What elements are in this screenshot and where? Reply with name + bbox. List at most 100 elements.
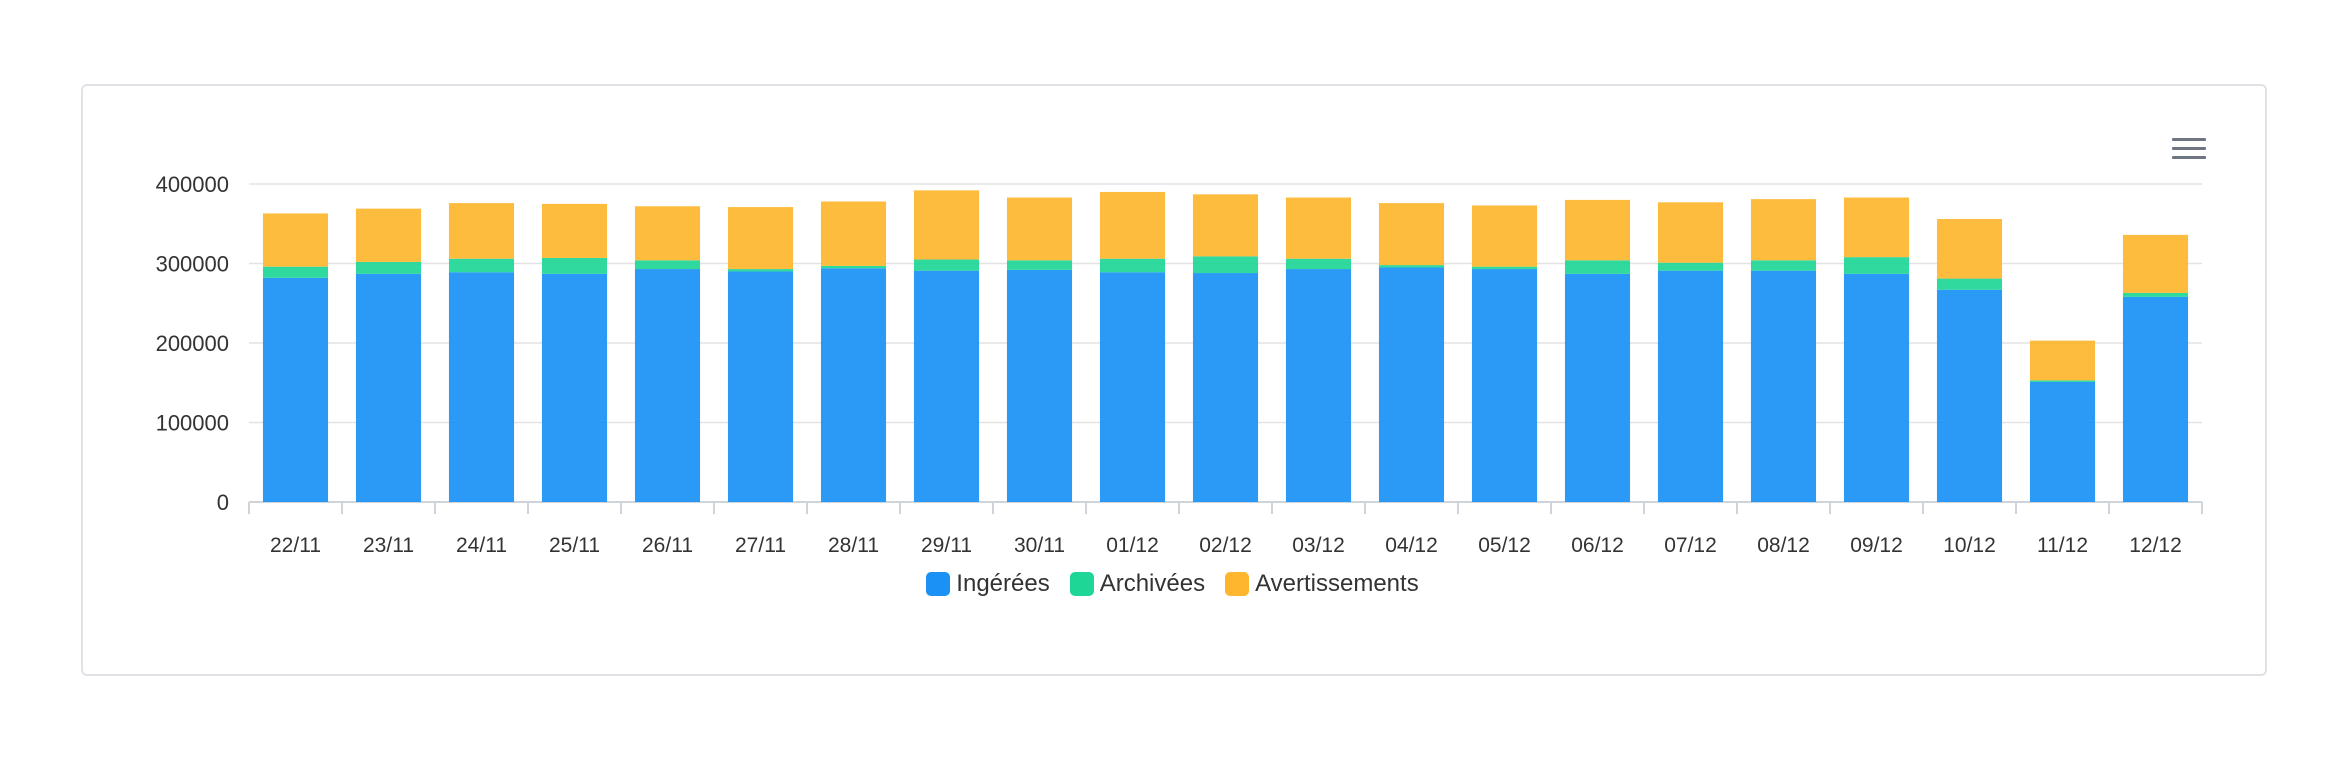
bar-ingerees [1471, 269, 1538, 502]
x-tick-label: 10/12 [1943, 534, 1996, 557]
bar-archivees [541, 257, 608, 274]
bar-archivees [1657, 262, 1724, 271]
bar-ingerees [634, 269, 701, 502]
x-tick-label: 01/12 [1106, 534, 1159, 557]
y-tick-label: 400000 [156, 172, 229, 197]
bar-avertissements [355, 208, 422, 262]
bar-archivees [1192, 256, 1259, 274]
bar-archivees [355, 261, 422, 274]
bar-avertissements [913, 190, 980, 260]
x-tick-label: 25/11 [549, 534, 600, 557]
x-tick-label: 03/12 [1292, 534, 1345, 557]
bar-ingerees [2029, 381, 2096, 502]
bar-archivees [913, 259, 980, 271]
bar-avertissements [448, 203, 515, 259]
bar-ingerees [1657, 270, 1724, 502]
bar-archivees [1378, 265, 1445, 268]
legend-swatch [926, 572, 951, 596]
bar-archivees [1006, 260, 1073, 270]
bar-ingerees [262, 277, 329, 502]
bar-avertissements [1285, 197, 1352, 259]
bar-ingerees [1192, 273, 1259, 502]
bar-archivees [820, 265, 887, 269]
x-tick-label: 11/12 [2037, 534, 2088, 557]
x-tick-label: 22/11 [270, 534, 321, 557]
x-tick-label: 09/12 [1850, 534, 1903, 557]
y-tick-label: 100000 [156, 411, 229, 436]
bar-avertissements [1192, 194, 1259, 257]
legend-item[interactable]: Archivées [1069, 570, 1206, 598]
bar-avertissements [1936, 218, 2003, 279]
bar-archivees [2122, 292, 2189, 297]
x-tick-label: 08/12 [1757, 534, 1810, 557]
bar-avertissements [1471, 205, 1538, 267]
bar-avertissements [1099, 191, 1166, 259]
bar-archivees [1843, 257, 1910, 274]
bar-avertissements [541, 203, 608, 258]
y-tick-label: 0 [217, 490, 229, 515]
legend-swatch [1069, 572, 1094, 596]
bar-ingerees [1750, 270, 1817, 502]
bar-ingerees [1378, 267, 1445, 502]
x-tick-label: 28/11 [828, 534, 879, 557]
legend-label: Ingérées [956, 570, 1050, 597]
bar-avertissements [2029, 340, 2096, 381]
bar-archivees [1471, 266, 1538, 270]
x-tick-label: 23/11 [363, 534, 414, 557]
bar-ingerees [1564, 273, 1631, 502]
bar-archivees [1750, 260, 1817, 271]
x-tick-label: 06/12 [1571, 534, 1624, 557]
bar-avertissements [1564, 199, 1631, 261]
y-tick-label: 200000 [156, 331, 229, 356]
x-tick-label: 02/12 [1199, 534, 1252, 557]
bar-ingerees [355, 273, 422, 502]
bar-avertissements [1378, 203, 1445, 266]
bar-avertissements [634, 206, 701, 261]
bar-avertissements [2122, 234, 2189, 293]
bar-ingerees [2122, 296, 2189, 502]
bar-ingerees [1099, 272, 1166, 502]
bar-avertissements [1006, 197, 1073, 261]
x-tick-label: 07/12 [1664, 534, 1717, 557]
legend-item[interactable]: Avertissements [1225, 570, 1419, 598]
bar-archivees [1936, 278, 2003, 290]
x-tick-label: 24/11 [456, 534, 507, 557]
x-tick-label: 30/11 [1014, 534, 1065, 557]
bar-ingerees [448, 272, 515, 502]
bar-ingerees [1936, 289, 2003, 502]
bar-avertissements [262, 213, 329, 267]
bar-archivees [262, 266, 329, 278]
bar-ingerees [1285, 269, 1352, 502]
chart-legend: Ingérées Archivées Avertissements [0, 570, 2345, 598]
x-tick-label: 26/11 [642, 534, 693, 557]
bar-ingerees [913, 270, 980, 502]
bar-ingerees [727, 271, 794, 502]
bar-archivees [2029, 380, 2096, 382]
y-tick-label: 300000 [156, 252, 229, 277]
bar-ingerees [541, 273, 608, 502]
bar-avertissements [727, 207, 794, 270]
legend-item[interactable]: Ingérées [926, 570, 1050, 598]
legend-label: Archivées [1099, 570, 1206, 597]
legend-label: Avertissements [1255, 570, 1419, 597]
bar-avertissements [1750, 199, 1817, 261]
x-tick-label: 05/12 [1478, 534, 1531, 557]
bar-archivees [1285, 258, 1352, 270]
bar-ingerees [820, 268, 887, 502]
bar-ingerees [1006, 269, 1073, 502]
bar-avertissements [820, 201, 887, 266]
bar-archivees [727, 269, 794, 272]
bar-avertissements [1657, 202, 1724, 263]
bar-archivees [634, 260, 701, 270]
bar-archivees [448, 258, 515, 273]
hamburger-menu-icon[interactable] [2172, 138, 2206, 164]
bar-archivees [1564, 260, 1631, 274]
x-tick-label: 12/12 [2129, 534, 2182, 557]
x-tick-label: 27/11 [735, 534, 786, 557]
x-tick-label: 04/12 [1385, 534, 1438, 557]
legend-swatch [1225, 572, 1250, 596]
bar-archivees [1099, 258, 1166, 273]
bar-ingerees [1843, 273, 1910, 502]
bar-avertissements [1843, 197, 1910, 258]
